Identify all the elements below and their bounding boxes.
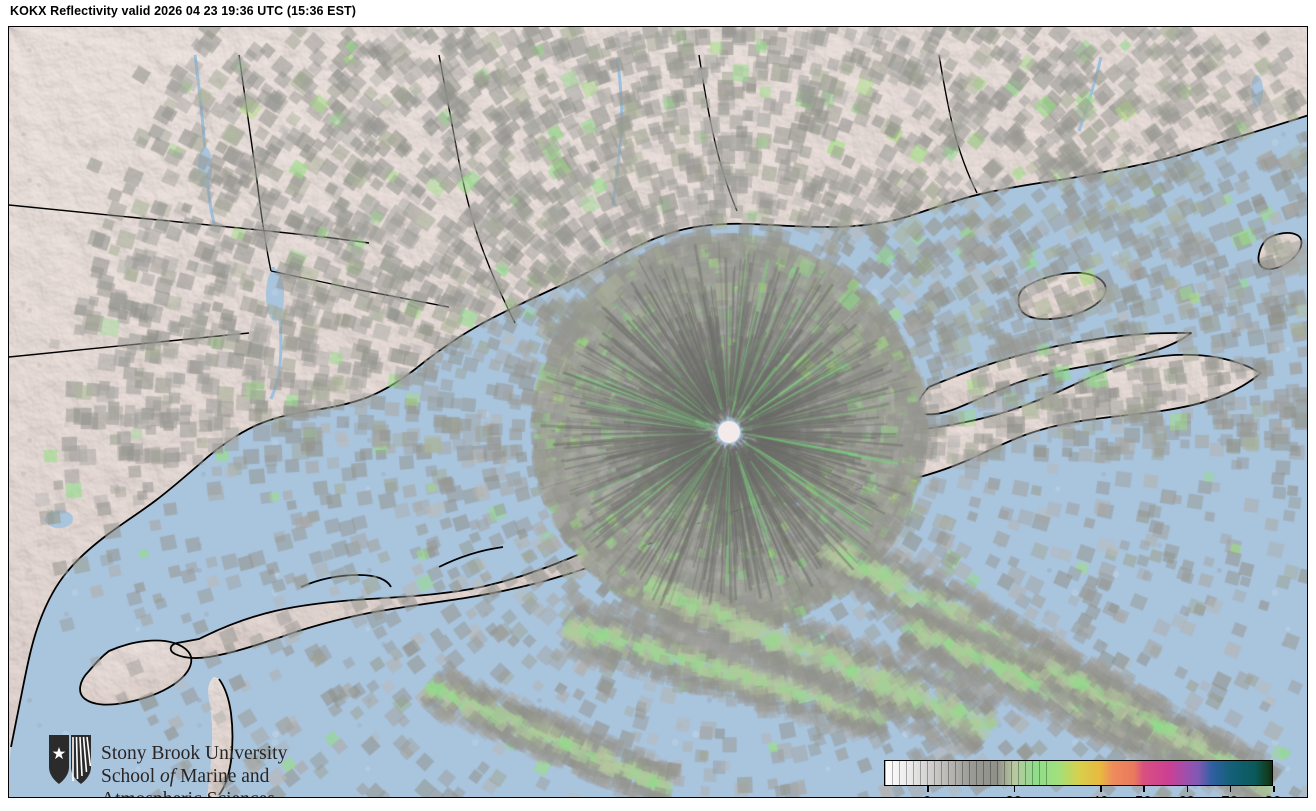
block-island-landmass — [1258, 232, 1302, 269]
logo-line-3: Atmospheric Sciences — [101, 788, 287, 797]
colorbar-tick — [1186, 786, 1189, 792]
stony-brook-logo: Stony Brook University School of Marine … — [47, 733, 287, 797]
colorbar-tick-label: 60 — [1178, 793, 1195, 797]
colorbar-tick — [1273, 786, 1275, 792]
reflectivity-colorbar[interactable]: 0 20 40 50 60 70 80 — [884, 760, 1281, 797]
colorbar-tickmarks — [884, 786, 1275, 792]
colorbar-tick — [1229, 786, 1232, 792]
radar-map[interactable]: Stony Brook University School of Marine … — [8, 26, 1308, 798]
colorbar-bar — [884, 760, 1273, 786]
basemap-geography — [9, 27, 1307, 797]
colorbar-ticklabels: 0 20 40 50 60 70 80 — [884, 793, 1281, 797]
colorbar-tick-label: 80 — [1265, 793, 1282, 797]
colorbar-tick-label: 70 — [1221, 793, 1238, 797]
staten-island-landmass — [80, 640, 192, 705]
map-canvas: Stony Brook University School of Marine … — [9, 27, 1307, 797]
colorbar-tick-label: 50 — [1135, 793, 1152, 797]
colorbar-tick — [1013, 786, 1016, 792]
colorbar-tick — [1100, 786, 1102, 792]
colorbar-stripes — [885, 761, 1048, 785]
colorbar-tick-label: 0 — [923, 793, 931, 797]
colorbar-tick — [927, 786, 929, 792]
logo-line-2: School of Marine and — [101, 765, 287, 788]
page-title: KOKX Reflectivity valid 2026 04 23 19:36… — [10, 4, 357, 18]
logo-line-2-b: Marine and — [175, 766, 270, 787]
colorbar-tick — [1143, 786, 1145, 792]
logo-line-2-em: of — [160, 766, 176, 787]
logo-text: Stony Brook University School of Marine … — [101, 733, 287, 797]
shelter-island-landmass — [1018, 272, 1106, 320]
logo-line-1: Stony Brook University — [101, 743, 288, 764]
colorbar-tick-label: 40 — [1092, 793, 1109, 797]
colorbar-tick-label: 20 — [1005, 793, 1022, 797]
colorbar-gradient — [885, 761, 1272, 785]
stony-brook-shield-icon — [49, 735, 92, 784]
logo-line-2-a: School — [101, 766, 161, 787]
